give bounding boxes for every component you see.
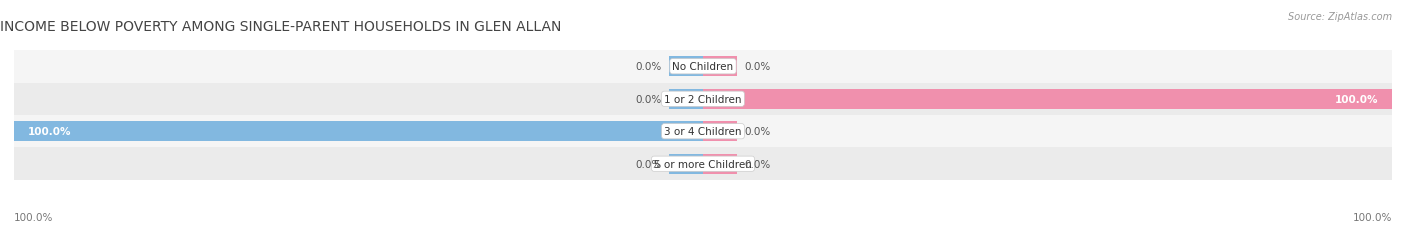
Text: 3 or 4 Children: 3 or 4 Children [664,127,742,137]
Text: 100.0%: 100.0% [1353,212,1392,222]
Text: 0.0%: 0.0% [636,62,662,72]
Text: No Children: No Children [672,62,734,72]
Bar [703,122,738,142]
Bar [14,83,1392,116]
Bar [669,89,703,109]
Text: Source: ZipAtlas.com: Source: ZipAtlas.com [1288,12,1392,21]
Text: 0.0%: 0.0% [744,62,770,72]
Text: 0.0%: 0.0% [636,159,662,169]
Text: 100.0%: 100.0% [14,212,53,222]
Bar [14,148,1392,180]
Text: 1 or 2 Children: 1 or 2 Children [664,94,742,104]
Bar [703,154,738,174]
Text: 0.0%: 0.0% [744,127,770,137]
Bar [14,122,703,142]
Text: INCOME BELOW POVERTY AMONG SINGLE-PARENT HOUSEHOLDS IN GLEN ALLAN: INCOME BELOW POVERTY AMONG SINGLE-PARENT… [0,20,561,34]
Bar [14,51,1392,83]
Bar [14,116,1392,148]
Bar [703,89,1392,109]
Bar [669,57,703,77]
Text: 0.0%: 0.0% [744,159,770,169]
Bar [669,154,703,174]
Text: 5 or more Children: 5 or more Children [654,159,752,169]
Text: 100.0%: 100.0% [28,127,72,137]
Text: 0.0%: 0.0% [636,94,662,104]
Text: 100.0%: 100.0% [1334,94,1378,104]
Bar [703,57,738,77]
